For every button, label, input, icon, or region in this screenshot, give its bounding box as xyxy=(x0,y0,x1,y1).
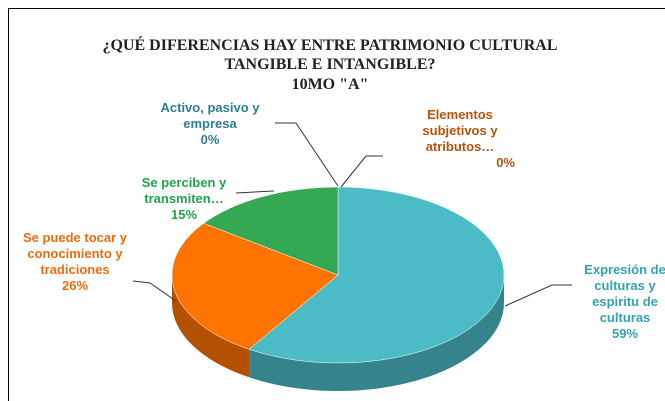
slice xyxy=(203,186,339,276)
slice-label: Se perciben y transmiten… 15% xyxy=(128,175,240,223)
chart-subtitle: 10MO "A" xyxy=(291,76,369,93)
category-label: Elementos subjetivos y atributos… xyxy=(422,107,498,154)
value-label: 59% xyxy=(611,326,639,341)
slice xyxy=(171,222,339,350)
category-label: Activo, pasivo y empresa xyxy=(160,100,260,131)
slice-label: Se puede tocar y conocimiento y tradicio… xyxy=(14,230,136,294)
value-label: 0% xyxy=(200,132,220,147)
leader-line xyxy=(275,122,339,187)
slice xyxy=(248,186,505,364)
slice-label: Activo, pasivo y empresa 0% xyxy=(150,100,270,148)
slice-side xyxy=(172,275,250,378)
slice-label: Expresión de culturas y espiritu de cult… xyxy=(570,262,665,342)
leader-line xyxy=(235,190,275,194)
category-label: Se puede tocar y conocimiento y tradicio… xyxy=(22,230,128,277)
value-label: 26% xyxy=(61,278,89,293)
leader-line xyxy=(504,284,572,307)
value-label: 0% xyxy=(496,155,515,170)
chart-title: ¿QUÉ DIFERENCIAS HAY ENTRE PATRIMONIO CU… xyxy=(102,37,558,73)
leader-line xyxy=(132,280,177,302)
leader-line xyxy=(340,155,383,188)
category-label: Se perciben y transmiten… xyxy=(141,175,227,206)
slice-label: Elementos subjetivos y atributos… 0% xyxy=(405,107,515,171)
pie xyxy=(171,186,505,391)
leader-lines xyxy=(132,122,572,307)
value-label: 15% xyxy=(170,207,198,222)
category-label: Expresión de culturas y espiritu de cult… xyxy=(584,262,665,325)
